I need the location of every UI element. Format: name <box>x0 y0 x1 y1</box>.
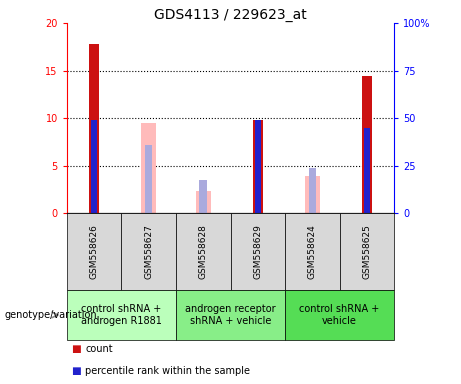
Bar <box>176 213 230 290</box>
Bar <box>121 213 176 290</box>
Bar <box>255 120 260 213</box>
Text: ■: ■ <box>71 344 81 354</box>
Text: GSM558624: GSM558624 <box>308 224 317 279</box>
Bar <box>362 76 372 213</box>
Text: control shRNA +
androgen R1881: control shRNA + androgen R1881 <box>81 304 162 326</box>
Bar <box>141 123 156 213</box>
Bar <box>91 120 97 213</box>
Text: ■: ■ <box>71 366 81 376</box>
Bar <box>230 213 285 290</box>
Bar <box>253 120 263 213</box>
Bar <box>285 290 394 340</box>
Bar <box>145 145 153 213</box>
Text: GSM558629: GSM558629 <box>253 224 262 279</box>
Text: GSM558627: GSM558627 <box>144 224 153 279</box>
Bar <box>67 213 121 290</box>
Bar <box>89 44 99 213</box>
Bar <box>254 145 261 213</box>
Text: GSM558625: GSM558625 <box>362 224 372 279</box>
Bar <box>285 213 340 290</box>
Bar <box>308 167 316 213</box>
Title: GDS4113 / 229623_at: GDS4113 / 229623_at <box>154 8 307 22</box>
Bar <box>340 213 394 290</box>
Text: GSM558626: GSM558626 <box>89 224 99 279</box>
Text: genotype/variation: genotype/variation <box>5 310 97 320</box>
Bar <box>200 180 207 213</box>
Bar <box>67 290 176 340</box>
Bar <box>195 191 211 213</box>
Text: control shRNA +
vehicle: control shRNA + vehicle <box>300 304 380 326</box>
Bar <box>305 176 320 213</box>
Text: androgen receptor
shRNA + vehicle: androgen receptor shRNA + vehicle <box>185 304 276 326</box>
Text: percentile rank within the sample: percentile rank within the sample <box>85 366 250 376</box>
Text: GSM558628: GSM558628 <box>199 224 208 279</box>
Bar <box>176 290 285 340</box>
Bar <box>364 127 370 213</box>
Text: count: count <box>85 344 113 354</box>
